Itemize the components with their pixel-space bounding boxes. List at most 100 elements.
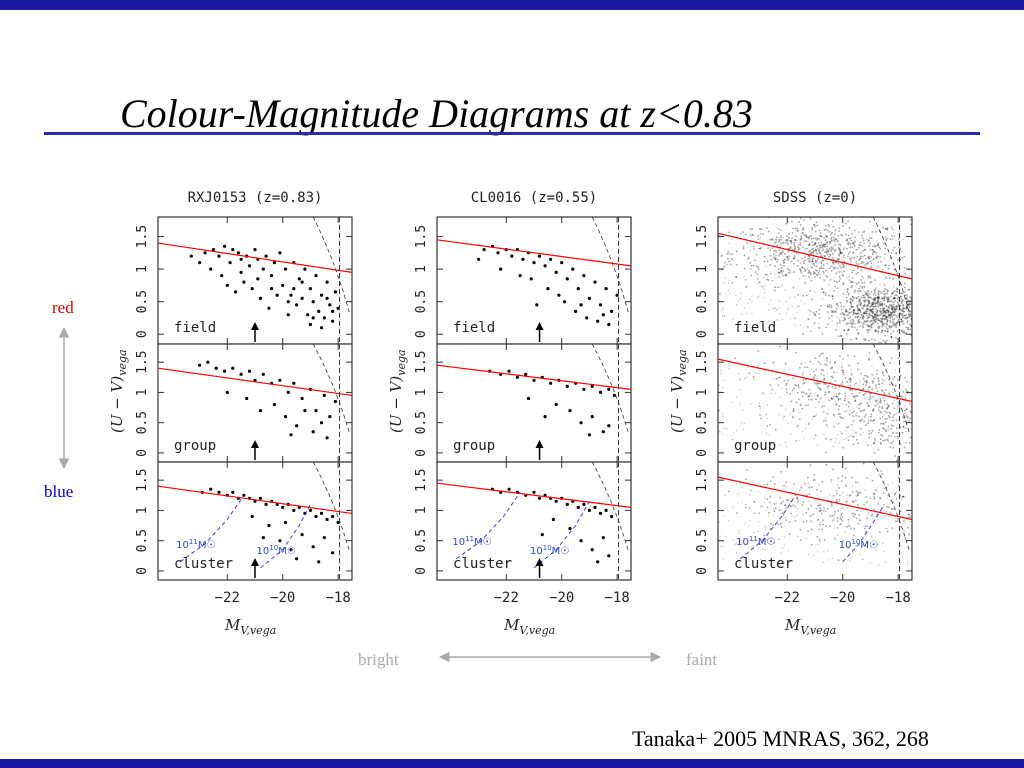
density-point [892, 425, 894, 427]
density-point [774, 249, 777, 252]
density-point [780, 251, 782, 254]
density-point [851, 423, 853, 426]
density-point [852, 251, 855, 254]
density-point [905, 415, 908, 417]
density-point [892, 301, 894, 304]
density-point [835, 438, 838, 440]
density-point [801, 229, 804, 232]
density-point [873, 315, 876, 318]
density-point [876, 299, 879, 302]
panel-data [437, 217, 631, 344]
density-point [870, 266, 873, 269]
density-point [760, 228, 763, 231]
density-point [835, 280, 837, 283]
density-point [891, 308, 894, 311]
density-point [856, 316, 859, 319]
density-point [843, 264, 845, 266]
density-point [883, 257, 886, 259]
density-point [872, 409, 875, 412]
density-point [835, 421, 838, 423]
density-point [886, 299, 889, 302]
density-point [830, 397, 833, 400]
density-point [852, 309, 855, 312]
density-point [905, 390, 908, 392]
density-point [866, 323, 868, 326]
density-point [840, 305, 843, 308]
density-point [818, 504, 821, 507]
density-point [793, 245, 796, 248]
density-point [829, 367, 832, 370]
density-point [780, 502, 782, 505]
density-point [757, 277, 759, 280]
density-point [719, 546, 722, 548]
completeness-curve [872, 217, 910, 313]
density-point [869, 395, 872, 398]
density-point [851, 299, 854, 302]
completeness-curve [591, 217, 629, 313]
density-point [866, 477, 868, 479]
density-point [863, 420, 865, 423]
density-point [888, 416, 891, 419]
density-point [862, 261, 865, 264]
data-point [336, 520, 340, 525]
density-point [798, 386, 800, 388]
density-point [840, 335, 843, 337]
density-point [911, 303, 912, 305]
data-point [258, 296, 263, 300]
data-point [582, 274, 586, 278]
density-point [819, 521, 822, 523]
density-point [890, 427, 892, 430]
density-point [805, 537, 808, 540]
density-point [754, 259, 756, 262]
y-tick-label: 1.5 [414, 468, 429, 491]
density-point [770, 538, 773, 540]
data-point [607, 387, 611, 391]
density-point [725, 535, 727, 538]
data-point [543, 264, 547, 268]
density-point [881, 382, 884, 385]
density-point [807, 257, 809, 260]
density-point [769, 423, 771, 426]
density-point [889, 314, 892, 317]
density-point [759, 247, 762, 250]
density-point [852, 313, 854, 316]
red-sequence-line [158, 367, 352, 397]
density-point [814, 225, 816, 228]
density-point [781, 272, 783, 274]
data-point [482, 248, 486, 252]
density-point [895, 413, 897, 415]
density-point [873, 316, 876, 319]
density-point [882, 290, 885, 293]
density-point [902, 306, 905, 309]
density-point [834, 266, 837, 269]
density-point [868, 312, 871, 315]
density-point [902, 304, 905, 307]
density-point [900, 395, 902, 397]
density-point [815, 249, 818, 252]
density-point [857, 293, 859, 295]
data-point [300, 396, 304, 401]
density-point [741, 486, 743, 489]
density-point [869, 416, 871, 418]
density-point [851, 299, 854, 302]
density-point [780, 269, 783, 272]
density-point [775, 502, 778, 504]
density-point [845, 310, 847, 312]
density-point [868, 300, 870, 303]
density-point [859, 325, 862, 327]
density-point [826, 253, 829, 256]
density-point [844, 410, 847, 413]
data-point [521, 257, 525, 261]
density-point [820, 267, 823, 270]
density-point [811, 227, 814, 229]
density-point [818, 538, 821, 541]
density-point [751, 295, 753, 297]
density-point [898, 246, 900, 249]
mass-track-label: 1011M☉ [176, 538, 215, 551]
density-point [852, 297, 855, 300]
density-point [859, 519, 861, 522]
density-point [905, 408, 908, 410]
density-point [723, 315, 726, 317]
density-point [864, 338, 867, 341]
